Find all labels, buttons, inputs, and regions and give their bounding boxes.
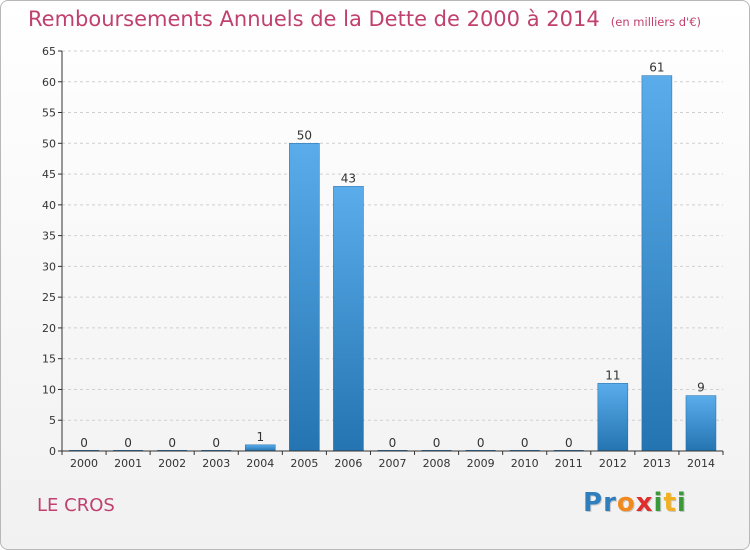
y-tick-label: 35: [42, 230, 56, 243]
logo-letter: r: [603, 488, 617, 518]
x-tick-label: 2013: [643, 457, 671, 470]
logo-letter: o: [616, 488, 636, 518]
y-tick-label: 15: [42, 353, 56, 366]
y-tick-label: 50: [42, 137, 56, 150]
x-tick-label: 2003: [202, 457, 230, 470]
x-tick-label: 2006: [334, 457, 362, 470]
x-tick-label: 2005: [290, 457, 318, 470]
x-tick-label: 2008: [423, 457, 451, 470]
bar-value-label: 0: [168, 436, 176, 450]
chart-title-unit: (en milliers d'€): [610, 15, 701, 29]
bar-value-label: 61: [649, 61, 664, 75]
x-tick-label: 2011: [555, 457, 583, 470]
x-tick-label: 2012: [599, 457, 627, 470]
y-tick-label: 40: [42, 199, 56, 212]
commune-name: LE CROS: [37, 495, 115, 516]
y-tick-label: 60: [42, 76, 56, 89]
bar-value-label: 0: [389, 436, 397, 450]
x-tick-label: 2002: [158, 457, 186, 470]
bar-value-label: 0: [80, 436, 88, 450]
x-tick-label: 2014: [687, 457, 715, 470]
bar-value-label: 0: [433, 436, 441, 450]
bar-value-label: 43: [341, 171, 356, 185]
y-tick-label: 55: [42, 107, 56, 120]
y-tick-label: 30: [42, 260, 56, 273]
x-tick-label: 2000: [70, 457, 98, 470]
bar: [597, 383, 629, 452]
proxiti-logo: Proxiti: [583, 488, 687, 518]
chart-title-main: Remboursements Annuels de la Dette de 20…: [28, 7, 600, 31]
x-tick-label: 2001: [114, 457, 142, 470]
x-tick-label: 2007: [379, 457, 407, 470]
bar: [685, 395, 717, 452]
y-tick-label: 10: [42, 383, 56, 396]
logo-letter: P: [583, 488, 604, 518]
x-tick-label: 2004: [246, 457, 274, 470]
y-tick-label: 20: [42, 322, 56, 335]
chart-title: Remboursements Annuels de la Dette de 20…: [28, 7, 701, 31]
y-tick-label: 65: [42, 45, 56, 58]
bar-value-label: 0: [477, 436, 485, 450]
bar: [333, 186, 364, 452]
y-tick-label: 45: [42, 168, 56, 181]
bar: [289, 143, 320, 452]
y-tick-label: 5: [49, 414, 56, 427]
gridlines: [62, 50, 723, 421]
bars: [69, 75, 717, 452]
bar-value-label: 0: [565, 436, 573, 450]
bar-value-label: 0: [212, 436, 220, 450]
bar-value-label: 0: [521, 436, 529, 450]
bar-value-label: 1: [256, 430, 264, 444]
bar-value-label: 0: [124, 436, 132, 450]
logo-letter: t: [663, 488, 677, 518]
logo-letter: i: [676, 488, 687, 518]
bar-value-label: 9: [697, 381, 705, 395]
bar: [641, 75, 673, 452]
data-labels: 0 0 0 0 1 50 43 0 0 0 0 0 11 61 9: [80, 61, 705, 450]
y-tick-label: 25: [42, 291, 56, 304]
bar-value-label: 50: [297, 128, 312, 142]
bar-value-label: 11: [605, 368, 620, 382]
logo-letter: i: [653, 488, 664, 518]
logo-letter: x: [635, 488, 654, 518]
x-tick-label: 2010: [511, 457, 539, 470]
x-tick-label: 2009: [467, 457, 495, 470]
bar: [245, 444, 276, 452]
y-tick-label: 0: [49, 445, 56, 458]
